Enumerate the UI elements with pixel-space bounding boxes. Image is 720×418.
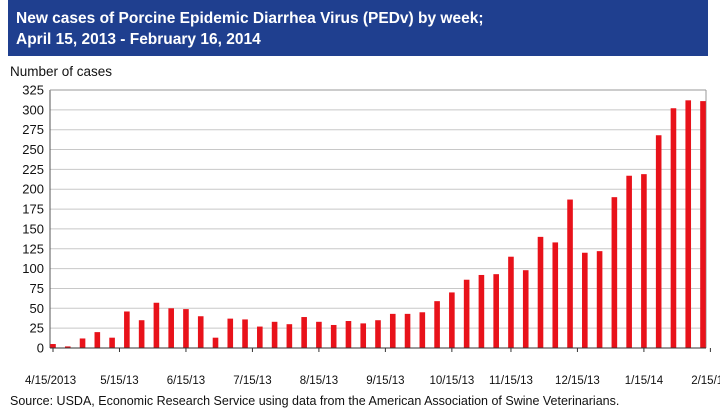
bar <box>138 320 145 348</box>
bar <box>641 174 647 348</box>
y-tick-label: 325 <box>22 83 44 98</box>
bar <box>330 324 337 348</box>
bar <box>478 274 485 348</box>
x-tick-label: 7/15/13 <box>233 375 271 387</box>
bar <box>434 301 440 348</box>
bar <box>508 256 514 348</box>
bar <box>522 270 529 348</box>
bar <box>449 292 455 348</box>
y-tick-label: 50 <box>30 301 44 316</box>
bar <box>242 319 248 348</box>
y-tick-label: 250 <box>22 142 44 157</box>
bar <box>197 316 204 348</box>
x-tick-label: 10/15/13 <box>429 375 474 387</box>
bar <box>375 320 381 348</box>
x-tick-label: 8/15/13 <box>300 375 338 387</box>
bar <box>153 302 160 348</box>
bar <box>168 308 174 348</box>
y-axis-label: Number of cases <box>10 64 112 79</box>
bar <box>212 337 219 348</box>
y-tick-label: 75 <box>30 281 44 296</box>
title-bar: New cases of Porcine Epidemic Diarrhea V… <box>8 0 708 56</box>
bar <box>271 321 278 348</box>
bar <box>655 135 662 348</box>
bar <box>301 317 307 348</box>
bar <box>700 101 706 348</box>
chart-title: New cases of Porcine Epidemic Diarrhea V… <box>16 10 484 27</box>
x-tick-label: 6/15/13 <box>167 375 205 387</box>
bar <box>79 338 86 348</box>
y-tick-label: 150 <box>22 221 44 236</box>
bar <box>493 274 499 348</box>
chart-subtitle: April 15, 2013 - February 16, 2014 <box>16 31 261 48</box>
y-tick-label: 275 <box>22 122 44 137</box>
y-tick-label: 125 <box>22 241 44 256</box>
x-tick-label: 11/15/13 <box>489 375 533 387</box>
y-tick-label: 0 <box>37 341 44 356</box>
bar <box>389 313 396 348</box>
bar-chart: Number of cases 0 25 50 75 100 125 150 175 200 225… <box>10 64 720 387</box>
bar <box>64 346 71 348</box>
bar <box>124 311 130 348</box>
y-tick-label: 25 <box>30 321 44 336</box>
bar <box>257 326 263 348</box>
x-tick-label: 12/15/13 <box>555 375 600 387</box>
bar <box>286 324 293 348</box>
bar <box>626 175 632 348</box>
x-tick-label: 2/15/14 <box>691 375 720 387</box>
bar <box>537 236 544 348</box>
bar <box>611 197 618 348</box>
bar <box>670 108 677 349</box>
bar <box>685 100 692 348</box>
bar <box>345 321 352 348</box>
bar <box>227 318 234 348</box>
y-tick-label: 225 <box>22 162 44 177</box>
x-tick-label: 1/15/14 <box>625 375 664 387</box>
bar <box>419 312 426 348</box>
bar <box>567 199 573 348</box>
x-tick-label: 9/15/13 <box>366 375 404 387</box>
y-tick-label: 200 <box>22 182 44 197</box>
y-tick-label: 175 <box>22 202 44 217</box>
y-tick-label: 100 <box>22 261 44 276</box>
bar <box>316 321 322 348</box>
bar <box>552 242 559 348</box>
bar <box>360 323 367 348</box>
y-tick-label: 300 <box>22 102 44 117</box>
bar <box>596 251 603 348</box>
bar <box>109 337 115 348</box>
bar <box>94 332 101 348</box>
bar <box>582 252 588 348</box>
bar <box>463 279 470 348</box>
x-tick-label: 5/15/13 <box>100 375 138 387</box>
bar <box>183 309 189 348</box>
bar <box>404 313 411 348</box>
x-tick-label: 4/15/2013 <box>25 375 76 387</box>
source-note: Source: USDA, Economic Research Service … <box>10 394 620 408</box>
bar <box>50 344 56 348</box>
